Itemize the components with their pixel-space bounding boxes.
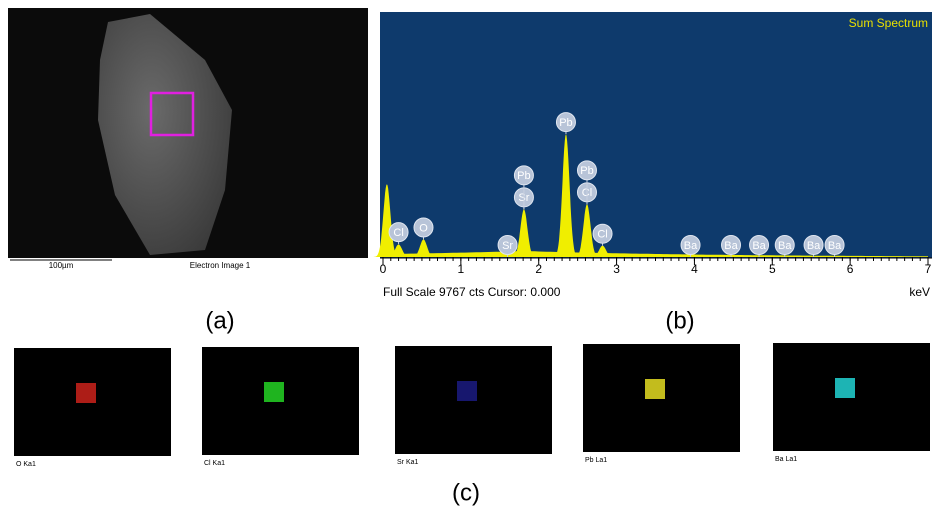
x-tick-label: 4 — [691, 262, 698, 276]
peak-label: Ba — [807, 240, 821, 252]
spectrum-footer: Full Scale 9767 cts Cursor: 0.000 — [383, 285, 561, 299]
x-tick-label: 2 — [535, 262, 542, 276]
map-label: Cl Ka1 — [204, 460, 225, 467]
x-tick-label: 3 — [613, 262, 620, 276]
x-tick-label: 0 — [380, 262, 387, 276]
panel-label: (c) — [452, 479, 480, 506]
figure: 100µm Electron Image 1 (a) Sum Spectrum … — [0, 0, 933, 511]
peak-label: Sr — [502, 240, 513, 252]
panel-label: (b) — [665, 307, 694, 334]
peak-label: Ba — [684, 240, 698, 252]
axis-unit: keV — [909, 285, 930, 299]
peak-label: Cl — [597, 229, 607, 241]
x-tick-label: 6 — [847, 262, 854, 276]
peak-label: Ba — [828, 240, 842, 252]
scale-label: 100µm — [49, 261, 74, 270]
map-label: Pb La1 — [585, 457, 607, 464]
image-caption: Electron Image 1 — [190, 261, 251, 270]
peak-label: Pb — [517, 170, 530, 182]
peak-label: Pb — [559, 117, 572, 129]
panel-label: (a) — [205, 307, 234, 334]
map-label: Sr Ka1 — [397, 459, 419, 466]
peak-label: Ba — [778, 240, 792, 252]
map-signal — [835, 378, 855, 398]
spectrum-plot — [380, 12, 932, 258]
x-tick-label: 1 — [458, 262, 465, 276]
peak-label: Ba — [752, 240, 766, 252]
peak-label: Ba — [724, 240, 738, 252]
map-signal — [457, 381, 477, 401]
map-signal — [264, 382, 284, 402]
x-tick-label: 5 — [769, 262, 776, 276]
peak-label: Pb — [580, 165, 593, 177]
map-label: Ba La1 — [775, 456, 797, 463]
spectrum-title: Sum Spectrum — [849, 16, 928, 30]
map-label: O Ka1 — [16, 461, 36, 468]
map-signal — [76, 383, 96, 403]
peak-label: O — [419, 222, 428, 234]
map-signal — [645, 379, 665, 399]
x-tick-label: 7 — [925, 262, 932, 276]
peak-label: Cl — [393, 227, 403, 239]
